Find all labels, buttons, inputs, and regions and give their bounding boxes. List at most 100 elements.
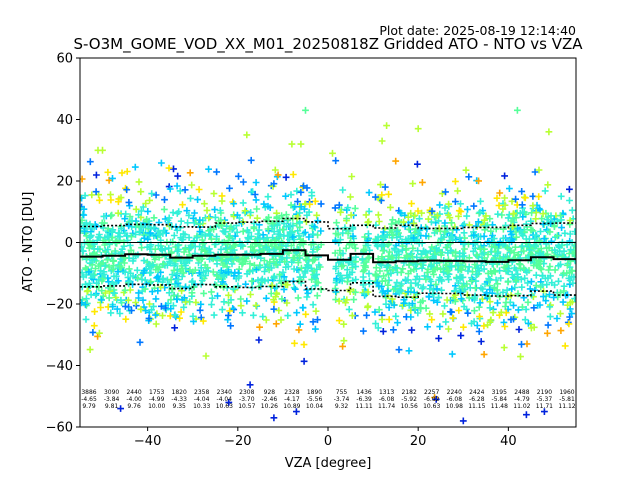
data-point [532, 215, 540, 223]
data-point [230, 306, 238, 313]
data-point [293, 309, 301, 317]
data-point [225, 312, 232, 319]
data-point [105, 294, 113, 302]
data-point [136, 338, 144, 346]
data-point [280, 273, 288, 281]
data-point [189, 312, 197, 320]
data-point [496, 189, 504, 197]
data-point [393, 228, 401, 235]
bin-stat-means: -4.04 [194, 396, 210, 403]
data-point [410, 220, 418, 227]
data-point [569, 279, 576, 287]
data-point [135, 211, 142, 219]
data-point [296, 320, 304, 328]
data-point [539, 210, 547, 218]
data-point [442, 188, 449, 196]
data-point [414, 247, 422, 255]
data-point [96, 329, 103, 337]
data-point [362, 211, 370, 219]
data-point [532, 231, 540, 239]
data-point [246, 260, 254, 268]
data-point [460, 252, 468, 260]
data-point [484, 238, 492, 245]
outlier-point [243, 131, 251, 139]
data-point [139, 203, 147, 211]
data-point [178, 273, 186, 280]
data-point [351, 205, 359, 212]
data-point [168, 271, 176, 278]
data-point [286, 228, 294, 236]
data-point [82, 316, 90, 323]
data-point [197, 264, 205, 272]
data-point [441, 302, 448, 310]
data-point [537, 245, 545, 252]
data-point [435, 217, 442, 225]
data-point [274, 230, 282, 238]
data-point [191, 209, 198, 217]
data-point [547, 272, 554, 280]
data-point [465, 173, 473, 181]
data-point [482, 212, 490, 220]
data-point [196, 306, 204, 314]
data-point [438, 286, 445, 294]
bin-stat-means: -4.99 [149, 396, 165, 403]
data-point [473, 271, 481, 278]
data-point [470, 318, 478, 325]
data-point [500, 225, 507, 233]
data-point [515, 326, 523, 333]
data-point [113, 305, 121, 313]
data-point [268, 282, 276, 289]
data-point [249, 243, 256, 251]
data-point [101, 262, 109, 270]
data-point [448, 219, 455, 227]
bin-stat-counts: 2257 [424, 389, 439, 396]
data-point [170, 232, 178, 239]
data-point [202, 352, 210, 360]
data-point [396, 233, 404, 240]
data-point [465, 263, 473, 271]
data-point [442, 318, 450, 326]
data-point [397, 269, 405, 276]
data-point [173, 247, 181, 255]
bin-stat-means: -4.04 [217, 396, 233, 403]
data-point [85, 280, 93, 287]
data-point [454, 187, 461, 195]
data-point [206, 230, 213, 238]
bin-stat-counts: 928 [264, 389, 276, 396]
data-point [160, 206, 168, 213]
data-point [343, 266, 351, 274]
data-point [159, 275, 167, 282]
data-point [271, 166, 279, 174]
data-point [121, 268, 129, 276]
data-point [485, 275, 493, 282]
data-point [180, 303, 188, 311]
data-point [487, 316, 495, 324]
bin-stat-stds: 10.63 [423, 403, 440, 410]
data-point [80, 194, 85, 202]
data-point [419, 179, 426, 186]
data-point [123, 186, 131, 194]
data-point [176, 187, 184, 195]
data-point [253, 266, 260, 273]
data-point [198, 246, 206, 254]
data-point [414, 207, 422, 215]
data-point [193, 234, 201, 242]
data-point [480, 351, 488, 358]
data-point [309, 301, 317, 309]
data-point [237, 242, 245, 250]
plot-date-label: Plot date: 2025-08-19 12:14:40 [379, 23, 576, 38]
data-point [571, 250, 576, 258]
data-point [501, 194, 508, 202]
data-point [218, 197, 226, 205]
upper-std-line [80, 217, 576, 230]
data-point [372, 193, 379, 201]
data-point [482, 222, 489, 230]
data-point [309, 257, 317, 265]
data-point [510, 302, 517, 309]
outlier-point [545, 128, 553, 136]
data-point [166, 312, 174, 320]
data-point [92, 188, 100, 196]
bin-stat-stds: 10.00 [148, 403, 165, 410]
data-point [347, 193, 354, 201]
data-point [496, 254, 504, 262]
